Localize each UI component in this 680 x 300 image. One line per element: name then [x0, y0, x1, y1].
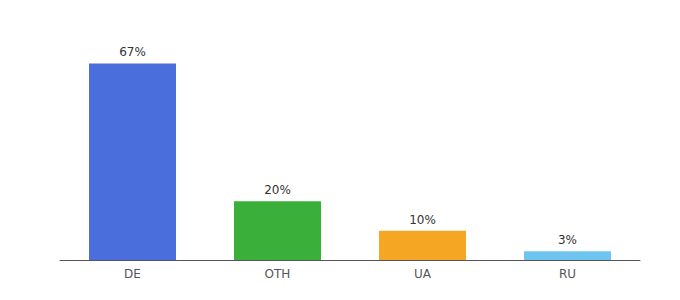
svg-text:20%: 20% — [264, 183, 291, 197]
svg-text:67%: 67% — [119, 45, 146, 59]
svg-text:UA: UA — [414, 267, 432, 281]
svg-text:10%: 10% — [409, 213, 436, 227]
svg-text:RU: RU — [559, 267, 576, 281]
svg-text:OTH: OTH — [265, 267, 291, 281]
svg-text:3%: 3% — [558, 233, 577, 247]
svg-text:DE: DE — [124, 267, 141, 281]
